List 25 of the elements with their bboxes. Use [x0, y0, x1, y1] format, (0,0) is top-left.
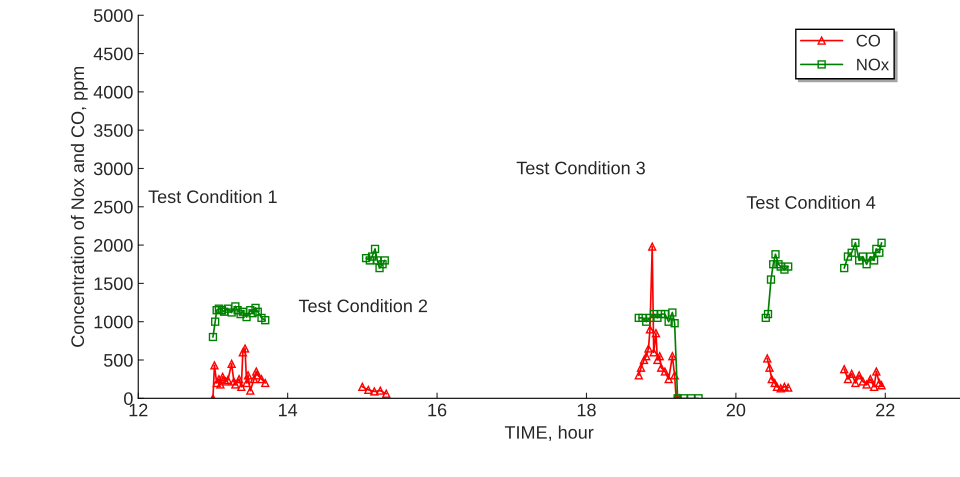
y-tick-label: 4500: [94, 48, 133, 60]
y-tick-label: 0: [124, 392, 133, 406]
annotation: Test Condition 2: [298, 299, 428, 312]
y-tick-label: 1000: [94, 316, 133, 328]
x-tick-label: 12: [130, 404, 148, 416]
y-axis-title: Concentration of Nox and CO, ppm: [70, 66, 88, 347]
x-tick-label: 16: [428, 404, 446, 416]
y-tick-label: 2500: [94, 200, 133, 214]
x-tick-label: 22: [876, 404, 894, 416]
y-tick-label: 3000: [94, 162, 133, 176]
y-tick-label: 5000: [94, 9, 133, 22]
annotation: Test Condition 3: [516, 161, 645, 174]
x-tick-label: 20: [726, 404, 746, 416]
annotation: Test Condition 4: [746, 196, 876, 209]
y-tick-label: 2000: [94, 239, 133, 252]
annotation: Test Condition 1: [148, 190, 277, 204]
y-tick-label: 4000: [94, 86, 133, 99]
legend-label: CO: [856, 34, 880, 47]
y-tick-label: 500: [104, 354, 133, 367]
y-tick-label: 3500: [94, 124, 133, 137]
x-tick-label: 18: [578, 404, 596, 416]
legend-label: NOx: [857, 58, 889, 70]
y-tick-label: 1500: [94, 277, 133, 290]
x-tick-label: 14: [278, 404, 298, 416]
x-axis-title: TIME, hour: [504, 426, 594, 441]
